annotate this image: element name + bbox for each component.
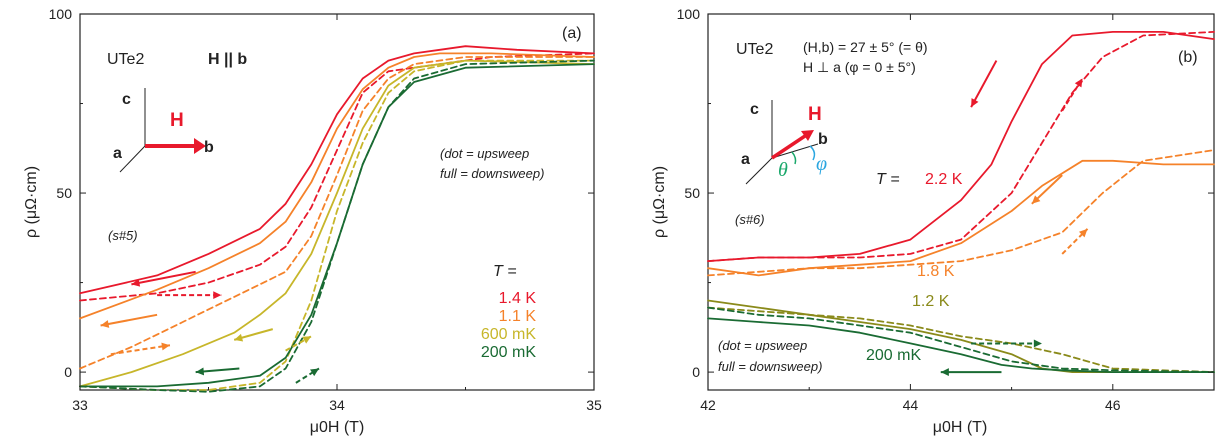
- sample-label: (s#5): [108, 228, 138, 243]
- y-axis-label: ρ (μΩ·cm): [23, 166, 40, 238]
- x-axis-label: μ0H (T): [310, 419, 365, 436]
- crystal-axes-inset: c a b H: [113, 88, 214, 173]
- series-line-200mK-down: [79, 63, 595, 388]
- a-axis: [119, 145, 146, 173]
- arrow-head-icon: [310, 368, 320, 377]
- arrow-head-icon: [161, 342, 170, 351]
- sweep-arrow: [1061, 77, 1084, 112]
- arrow-head-icon: [1074, 78, 1083, 88]
- crystal-axes-inset: c a b H θ φ: [741, 100, 828, 185]
- series-line-200mK-up: [707, 306, 1215, 373]
- arrow-head-icon: [801, 130, 814, 141]
- sweep-arrow: [100, 313, 158, 327]
- field-arrow: [771, 132, 809, 160]
- compound-label: UTe2: [107, 51, 144, 68]
- legend-600mK: 600 mK: [481, 326, 536, 343]
- arrow-head-icon: [940, 368, 949, 377]
- axis-b-label: b: [204, 139, 214, 156]
- series-line-200mK-down: [707, 317, 1215, 373]
- axis-a-label: a: [741, 151, 750, 168]
- sweep-arrow: [970, 60, 998, 108]
- arrow-head-icon: [971, 98, 979, 108]
- arrow-head-icon: [195, 367, 205, 376]
- arrow-head-icon: [234, 333, 244, 342]
- arrow-head-icon: [194, 138, 206, 154]
- sweep-arrow: [131, 270, 196, 286]
- y-tick-label: 100: [677, 6, 701, 22]
- legend-200mK: 200 mK: [481, 344, 536, 361]
- temperature-prefix: T =: [876, 171, 900, 188]
- panel-label: (b): [1178, 49, 1198, 66]
- temperature-header: T =: [493, 263, 517, 280]
- series-line-200mK-up: [79, 59, 595, 393]
- series-line-1.1K-down: [79, 52, 595, 320]
- theta-arc-icon: [791, 151, 797, 165]
- field-direction-label: H || b: [208, 51, 247, 68]
- label-1-8K: 1.8 K: [917, 263, 955, 280]
- theta-symbol: θ: [778, 159, 788, 181]
- panel-a: 33 34 35 0 50 100 (a) UTe2 H || b c a b H (s#…: [23, 6, 602, 436]
- arrow-head-icon: [1031, 195, 1041, 204]
- series-line-600mK-up: [79, 59, 595, 391]
- sweep-arrows-b: [940, 60, 1089, 377]
- axis-a-label: a: [113, 145, 122, 162]
- sweep-arrow: [295, 367, 320, 384]
- sweep-arrow: [110, 344, 171, 356]
- series-line-1.8K-up: [707, 149, 1215, 277]
- axis-c-label: c: [122, 91, 131, 108]
- series-line-1.2K-down: [707, 299, 1215, 373]
- sweep-arrows-a: [100, 270, 320, 384]
- axis-h-label: H: [170, 110, 184, 131]
- label-1-2K: 1.2 K: [912, 293, 950, 310]
- axis-b-label: b: [818, 131, 828, 148]
- x-axis-label: μ0H (T): [933, 419, 988, 436]
- arrow-head-icon: [131, 278, 141, 287]
- legend-1-4K: 1.4 K: [499, 290, 537, 307]
- x-tick-label: 35: [586, 397, 602, 413]
- y-tick-label: 50: [56, 185, 72, 201]
- legend-1-1K: 1.1 K: [499, 308, 537, 325]
- sweep-note-line2: full = downsweep): [440, 166, 544, 181]
- series-line-2.2K-up: [707, 31, 1215, 262]
- x-tick-label: 46: [1105, 397, 1121, 413]
- x-tick-label: 44: [903, 397, 919, 413]
- angle-line-1: (H,b) = 27 ± 5° (= θ): [803, 39, 928, 55]
- arrow-head-icon: [100, 320, 110, 328]
- series-line-1.1K-up: [79, 56, 595, 370]
- panel-b: 42 44 46 0 50 100 (b) UTe2 (H,b) = 27 ± 5° (=…: [651, 6, 1215, 436]
- arrow-head-icon: [213, 291, 222, 300]
- series-line-1.4K-down: [79, 45, 595, 295]
- arrow-head-icon: [1078, 228, 1088, 238]
- sweep-note-line1: (dot = upsweep: [718, 338, 807, 353]
- sweep-arrow: [1061, 228, 1089, 255]
- panel-label: (a): [562, 25, 582, 42]
- a-axis: [745, 157, 773, 185]
- series-line-1.2K-up: [707, 306, 1215, 373]
- compound-label: UTe2: [736, 41, 773, 58]
- sweep-note-line2: full = downsweep): [718, 359, 822, 374]
- x-tick-label: 34: [329, 397, 345, 413]
- x-tick-label: 42: [700, 397, 716, 413]
- label-200mK: 200 mK: [866, 347, 921, 364]
- phi-symbol: φ: [816, 153, 827, 175]
- y-tick-label: 100: [49, 6, 73, 22]
- phi-arc-icon: [809, 145, 816, 161]
- angle-line-2: H ⊥ a (φ = 0 ± 5°): [803, 59, 916, 75]
- y-tick-label: 50: [684, 185, 700, 201]
- sweep-note-line1: (dot = upsweep: [440, 146, 529, 161]
- series-line-2.2K-down: [707, 31, 1215, 262]
- sample-label: (s#6): [735, 212, 765, 227]
- series-line-600mK-down: [79, 59, 595, 388]
- arrow-head-icon: [302, 336, 312, 344]
- y-axis-label: ρ (μΩ·cm): [651, 166, 668, 238]
- y-tick-label: 0: [64, 364, 72, 380]
- y-tick-label: 0: [692, 364, 700, 380]
- x-tick-label: 33: [72, 397, 88, 413]
- plot-frame: [707, 13, 1215, 391]
- label-2-2K: 2.2 K: [925, 171, 963, 188]
- axis-c-label: c: [750, 101, 759, 118]
- arrow-head-icon: [1033, 339, 1042, 348]
- axis-h-label: H: [808, 104, 822, 125]
